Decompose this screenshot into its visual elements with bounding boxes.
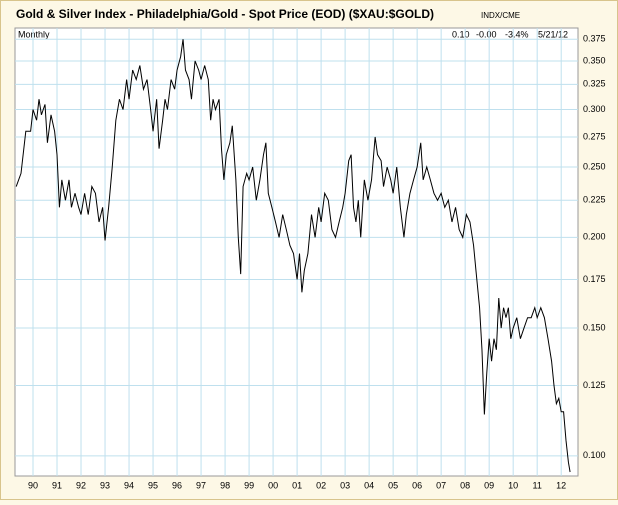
x-tick-label: 94 [124,480,134,490]
y-tick-label: 0.200 [583,232,606,242]
x-tick-label: 91 [52,480,62,490]
y-tick-label: 0.175 [583,274,606,284]
x-tick-label: 99 [244,480,254,490]
x-tick-label: 06 [412,480,422,490]
y-tick-label: 0.100 [583,450,606,460]
x-tick-label: 11 [533,480,542,490]
x-tick-label: 97 [196,480,206,490]
chart-title: Gold & Silver Index - Philadelphia/Gold … [16,7,434,21]
y-tick-label: 0.275 [583,131,606,141]
price-line [15,39,571,473]
x-tick-label: 12 [556,480,566,490]
y-tick-label: 0.325 [583,79,606,89]
quote-last: 0.10 [452,29,470,39]
x-tick-label: 01 [292,480,302,490]
x-tick-label: 07 [436,480,446,490]
x-tick-label: 00 [268,480,278,490]
x-tick-label: 04 [364,480,374,490]
period: Monthly [18,29,50,39]
x-tick-label: 08 [460,480,470,490]
x-tick-label: 92 [76,480,86,490]
x-tick-label: 90 [28,480,38,490]
quote-date: 5/21/12 [538,29,568,39]
x-tick-label: 05 [388,480,398,490]
source: INDX/CME [481,11,520,20]
plot-area [14,27,579,477]
y-tick-label: 0.250 [583,161,606,171]
x-tick-label: 10 [508,480,518,490]
x-tick-label: 09 [484,480,494,490]
y-tick-label: 0.150 [583,322,606,332]
x-tick-label: 95 [148,480,158,490]
x-tick-label: 93 [100,480,110,490]
x-tick-label: 98 [220,480,230,490]
quote-percent: -3.4% [505,29,529,39]
y-tick-label: 0.300 [583,104,606,114]
x-tick-label: 03 [340,480,350,490]
y-tick-label: 0.225 [583,195,606,205]
y-tick-label: 0.375 [583,34,606,44]
y-tick-label: 0.125 [583,380,606,390]
quote-change: -0.00 [476,29,497,39]
x-tick-label: 96 [172,480,182,490]
x-tick-label: 02 [316,480,326,490]
y-tick-label: 0.350 [583,55,606,65]
